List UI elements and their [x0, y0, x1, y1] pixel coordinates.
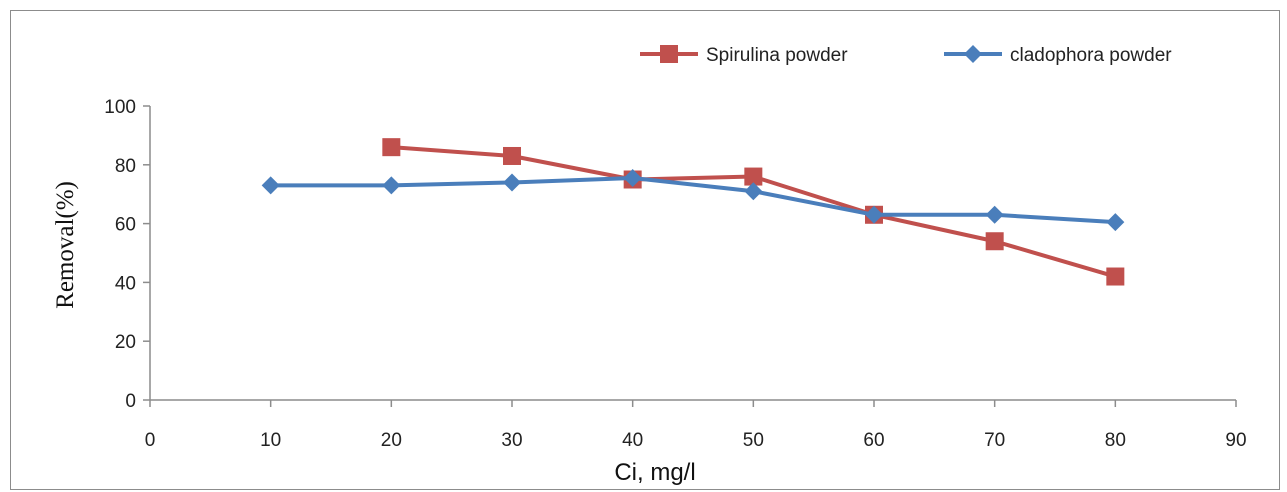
x-tick-label: 20 — [381, 430, 402, 451]
data-point-square — [985, 232, 1004, 251]
x-tick-label: 90 — [1225, 430, 1246, 451]
data-point-diamond — [985, 205, 1004, 224]
series-line — [391, 145, 1116, 279]
y-tick-label: 40 — [115, 273, 136, 294]
axes: 0 20 40 60 80 100 0 10 20 30 40 50 60 70 80 90 — [104, 97, 1246, 451]
x-tick-label: 30 — [501, 430, 522, 451]
y-tick-label: 60 — [115, 215, 136, 236]
data-point-diamond — [382, 176, 401, 195]
data-point-diamond — [503, 173, 521, 192]
chart-frame — [10, 10, 1280, 490]
data-point-diamond — [623, 169, 642, 188]
y-tick-label: 100 — [104, 97, 136, 118]
series-1 — [382, 138, 1125, 286]
legend-marker — [660, 45, 678, 63]
legend-marker — [964, 45, 982, 63]
series-layer — [261, 138, 1125, 286]
x-tick-label: 0 — [145, 430, 156, 451]
y-axis-label: Removal(%) — [52, 181, 79, 309]
series-line — [270, 176, 1116, 225]
x-tick-label: 70 — [984, 430, 1005, 451]
data-point-diamond — [1106, 213, 1125, 232]
data-point-square — [503, 146, 521, 165]
y-tick-label: 80 — [115, 156, 136, 177]
data-point-diamond — [744, 182, 763, 201]
data-point-square — [744, 167, 763, 186]
x-tick-label: 40 — [622, 430, 643, 451]
x-axis-label: Ci, mg/l — [614, 459, 695, 486]
data-point-square — [1106, 267, 1125, 286]
x-tick-label: 10 — [260, 430, 281, 451]
x-tick-label: 50 — [743, 430, 764, 451]
y-tick-label: 20 — [115, 332, 136, 353]
y-tick-label: 0 — [125, 391, 136, 412]
x-tick-label: 80 — [1105, 430, 1126, 451]
legend-item: cladophora powder — [944, 45, 1172, 66]
x-tick-label: 60 — [863, 430, 884, 451]
legend-label: Spirulina powder — [706, 45, 848, 66]
data-point-diamond — [865, 205, 883, 224]
data-point-diamond — [261, 176, 280, 195]
legend-item: Spirulina powder — [640, 45, 848, 66]
series-2 — [261, 169, 1125, 232]
legend: Spirulina powder cladophora powder — [640, 45, 1172, 66]
data-point-square — [382, 138, 401, 157]
legend-label: cladophora powder — [1010, 45, 1172, 66]
